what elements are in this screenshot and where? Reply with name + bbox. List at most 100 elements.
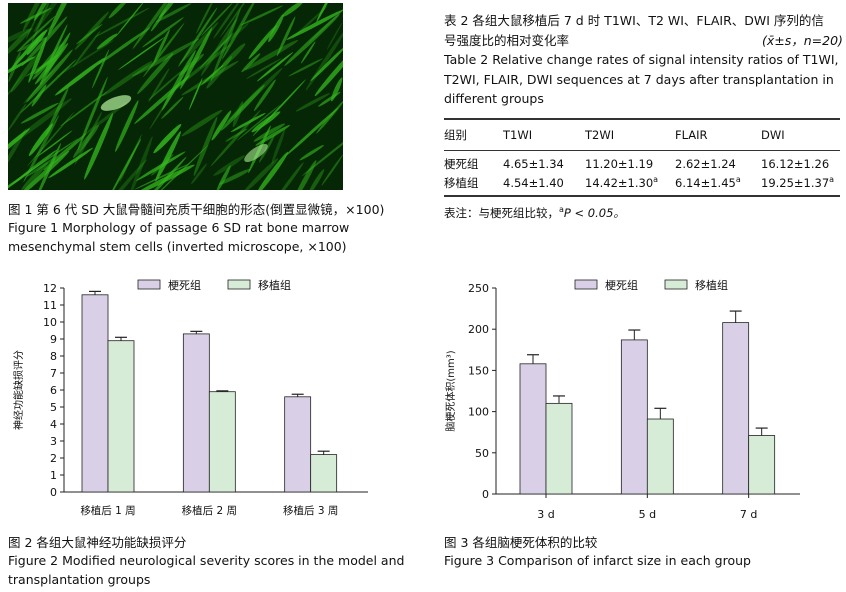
figure1-caption-en: Figure 1 Morphology of passage 6 SD rat …	[8, 218, 349, 256]
cell-shape	[37, 130, 73, 157]
cell-shape	[299, 144, 324, 161]
cell-shape	[44, 24, 68, 73]
y-tick-label: 0	[50, 486, 57, 499]
bar	[722, 322, 750, 495]
table-header-cell: 组别	[444, 127, 467, 142]
cell-shape	[196, 3, 215, 34]
cell-shape	[72, 30, 101, 68]
cell-shape	[326, 22, 343, 51]
cell-shape	[28, 37, 47, 83]
cell-shape	[220, 3, 263, 38]
micrograph-image	[8, 3, 343, 190]
cell-shape	[286, 9, 343, 40]
bar	[545, 402, 573, 495]
cell-shape	[8, 74, 24, 115]
cell-shape	[115, 3, 146, 38]
cell-shape	[252, 79, 306, 137]
cell-shape	[211, 110, 232, 141]
cell-shape	[240, 5, 283, 26]
cell-shape	[155, 3, 192, 23]
figure2-bar-chart: 0123456789101112神经功能缺损评分移植后 1 周移植后 2 周移植…	[12, 278, 368, 517]
table2-title-zh-line2: 号强度比的相对变化率	[444, 32, 570, 48]
cell-shape	[45, 86, 69, 137]
figure2-caption-zh: 图 2 各组大鼠神经功能缺损评分	[8, 535, 187, 550]
cell-shape	[300, 41, 316, 64]
table-cell: 4.54±1.40	[503, 175, 564, 190]
cell-shape	[281, 3, 304, 17]
table-cell: 6.14±1.45a	[675, 173, 761, 192]
bright-cell	[244, 143, 268, 163]
y-tick-label: 2	[50, 452, 57, 465]
figure2-caption-en-line1: Figure 2 Modified neurological severity …	[8, 553, 405, 568]
cell-shape	[216, 165, 231, 190]
cell-shape	[91, 49, 110, 89]
table-cell: 梗死组	[444, 156, 479, 171]
cell-shape	[155, 131, 181, 182]
figure1-caption-zh: 图 1 第 6 代 SD 大鼠骨髓间充质干细胞的形态(倒置显微镜，×100)	[8, 202, 385, 217]
bar	[182, 333, 210, 493]
note-p-value: P < 0.05。	[563, 206, 625, 220]
cell-shape	[210, 8, 241, 82]
y-tick-label: 4	[50, 418, 57, 431]
bar	[107, 340, 135, 493]
cell-shape	[8, 51, 21, 83]
cell-shape	[16, 37, 47, 52]
y-tick-label: 100	[468, 406, 489, 419]
cell-shape	[94, 7, 150, 38]
cell-shape	[27, 138, 79, 174]
cell-shape	[76, 24, 103, 45]
x-tick-label: 移植后 2 周	[182, 504, 237, 517]
y-tick-label: 0	[482, 488, 489, 501]
cell-shape	[142, 17, 184, 48]
cell-shape	[255, 151, 289, 190]
significance-mark: a	[829, 174, 835, 184]
cell-shape	[26, 29, 48, 56]
cell-shape	[288, 58, 323, 77]
cell-shape	[253, 123, 286, 142]
figure1-caption-en-line2: mesenchymal stem cells (inverted microsc…	[8, 239, 347, 254]
cell-shape	[256, 52, 294, 82]
cell-shape	[181, 109, 223, 137]
table2-header: 组别 T1WI T2WI FLAIR DWI	[444, 125, 785, 144]
table-row: 梗死组 4.65±1.34 11.20±1.19 2.62±1.24 16.12…	[444, 154, 834, 173]
table-mid-rule	[444, 150, 840, 151]
cell-shape	[84, 113, 114, 180]
cell-shape	[188, 78, 203, 111]
cell-shape	[153, 29, 170, 63]
cell-shape	[72, 124, 99, 158]
bar	[519, 363, 547, 495]
x-tick-label: 3 d	[537, 508, 554, 521]
cell-shape	[220, 43, 246, 68]
cell-shape	[147, 70, 183, 101]
y-tick-label: 200	[468, 323, 489, 336]
table-cell: 2.62±1.24	[675, 156, 736, 171]
cell-shape	[74, 111, 103, 165]
cell-shape	[10, 51, 41, 93]
cell-shape	[8, 129, 27, 171]
cell-shape	[248, 25, 277, 59]
y-tick-label: 10	[43, 316, 57, 329]
y-tick-label: 9	[50, 333, 57, 346]
cell-shape	[26, 49, 73, 103]
cell-shape	[221, 3, 258, 60]
cell-shape	[108, 3, 129, 19]
cell-shape	[241, 53, 261, 73]
cell-shape	[180, 27, 213, 90]
cell-shape	[134, 163, 190, 190]
legend-label: 梗死组	[168, 278, 201, 292]
legend-label: 梗死组	[605, 278, 638, 292]
y-tick-label: 3	[50, 435, 57, 448]
cell-shape	[21, 162, 48, 190]
cell-shape	[47, 3, 81, 36]
cell-shape	[230, 112, 266, 133]
cell-shape	[314, 47, 343, 97]
cell-shape	[8, 168, 34, 190]
table-bottom-rule	[444, 195, 840, 197]
table-top-rule	[444, 118, 840, 120]
significance-mark: a	[735, 174, 741, 184]
cell-shape	[48, 147, 93, 179]
figure3-caption-zh: 图 3 各组脑梗死体积的比较	[444, 535, 598, 550]
table2-title-zh-line2-row: 号强度比的相对变化率 (x̄±s，n=20)	[444, 31, 844, 51]
table-cell: 16.12±1.26	[761, 156, 830, 171]
cell-shape	[276, 16, 296, 57]
